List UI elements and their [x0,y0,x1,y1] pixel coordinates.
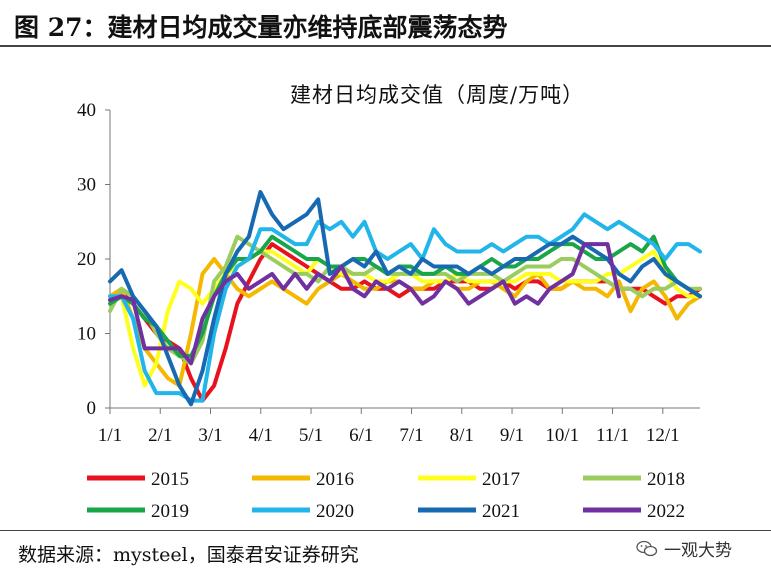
x-tick-label: 9/1 [500,425,524,446]
x-tick-label: 8/1 [450,425,474,446]
axes: 0 10 20 30 40 1/1 2/1 3/1 4/1 5/1 6/1 7/1 8/1 9/1 10/1… [77,100,700,446]
y-tick-label: 0 [87,398,97,419]
legend: 2015 2016 2017 2018 2019 2020 2021 2022 [87,469,685,522]
x-tick-label: 4/1 [249,425,273,446]
source-note: 数据来源：mysteel，国泰君安证券研究 [18,544,359,566]
series-line-2020 [108,212,702,403]
chart-title: 建材日均成交值（周度/万吨） [290,83,584,107]
series-line-2022 [108,242,621,366]
x-tick-label: 11/1 [596,425,629,446]
line-chart: 0 10 20 30 40 1/1 2/1 3/1 4/1 5/1 6/1 7/1 8/1 9/1 10/1… [77,83,702,522]
legend-label-2015: 2015 [151,469,189,490]
x-tick-label: 6/1 [349,425,373,446]
x-tick-label: 7/1 [399,425,423,446]
bottom-divider [0,530,771,531]
x-tick-label: 1/1 [98,425,122,446]
y-tick-label: 40 [77,100,96,121]
series-line-2021 [108,190,702,407]
series-line-2019 [108,234,702,358]
x-tick-label: 2/1 [148,425,172,446]
legend-label-2016: 2016 [316,469,354,490]
legend-label-2019: 2019 [151,501,189,522]
x-tick-label: 3/1 [198,425,222,446]
wechat-icon [636,540,658,556]
watermark-text: 一观大势 [664,541,732,561]
legend-label-2021: 2021 [482,501,520,522]
watermark: 一观大势 [636,536,732,561]
series-line-2015 [108,242,702,403]
series-line-2016 [108,257,702,388]
top-divider [0,45,771,47]
x-tick-label: 5/1 [299,425,323,446]
x-tick-label: 12/1 [646,425,680,446]
legend-label-2022: 2022 [647,501,685,522]
figure-title: 图 27：建材日均成交量亦维持底部震荡态势 [14,13,508,42]
legend-label-2017: 2017 [482,469,520,490]
y-tick-label: 30 [77,175,96,196]
legend-label-2018: 2018 [647,469,685,490]
legend-label-2020: 2020 [316,501,354,522]
y-tick-label: 10 [77,324,96,345]
series-lines [108,190,702,407]
x-tick-label: 10/1 [545,425,579,446]
y-tick-label: 20 [77,249,96,270]
